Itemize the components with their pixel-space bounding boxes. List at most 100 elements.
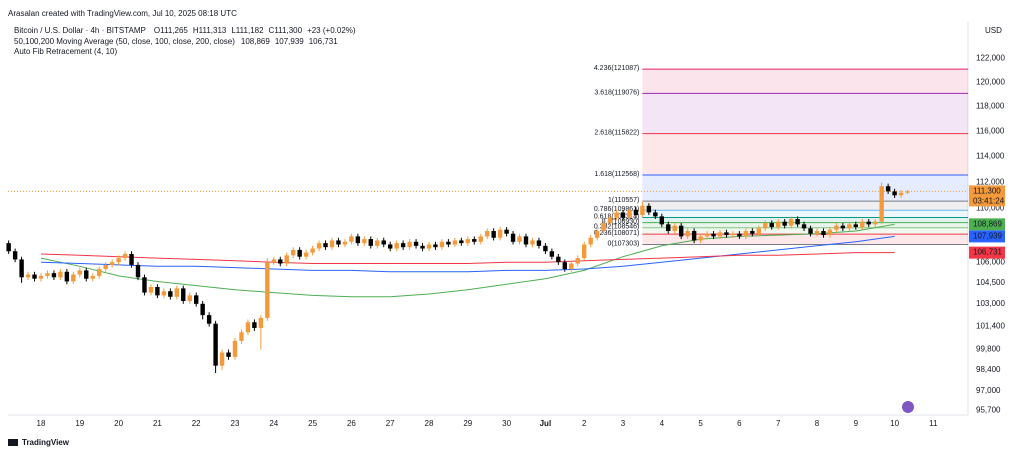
candle-body [582,244,587,259]
price-box-label: 108,869 [973,219,1002,228]
ma-value: 108,869 [241,37,270,46]
candle-body [801,224,807,229]
x-tick-label: 9 [854,419,859,428]
candle-body [776,221,781,228]
candle-body [459,240,464,244]
fib-band [642,217,968,223]
candle-body [504,229,509,234]
ohlc-value: O111,265 [154,26,189,35]
candle-body [310,248,315,253]
candle-body [420,245,425,249]
fib-label: 3.618(119076) [594,89,639,96]
candle-body [129,253,134,265]
candle-body [122,253,128,259]
candle-body [45,273,50,276]
y-tick-label: 122,000 [976,53,1005,62]
fib-band [642,93,968,134]
x-tick-label: 27 [386,419,395,428]
candle-body [187,295,192,301]
y-tick-label: 104,500 [976,278,1005,287]
candle-body [303,252,309,257]
currency: USD [985,26,1002,35]
candle-body [808,228,813,234]
ohlc-value: +23 (+0.02%) [307,26,356,35]
logo-text: TradingView [22,438,70,447]
candle-body [355,236,361,244]
candle-body [717,232,723,237]
candle-body [51,273,57,278]
candle-body [323,243,328,248]
candle-body [523,236,529,245]
fib-label: 0.382(108546) [594,224,640,231]
candle-body [32,274,37,279]
y-tick-label: 95,700 [976,406,1001,415]
candle-body [349,236,354,242]
candle-body [594,231,600,238]
x-tick-label: 30 [502,419,511,428]
candle-body [77,270,82,275]
y-tick-label: 99,800 [976,345,1001,354]
candle-body [181,288,186,301]
x-tick-label: 28 [425,419,434,428]
x-tick-label: Jul [540,419,552,428]
candle-body [6,243,11,252]
candle-body [672,225,677,232]
credit: Arasalan created with TradingView.com, J… [8,9,237,18]
candle-body [633,209,639,216]
y-tick-label: 112,000 [976,177,1005,186]
candle-body [161,291,167,296]
candle-body [213,323,218,366]
candle-body [497,229,503,238]
candle-body [543,245,548,252]
x-tick-label: 24 [269,419,278,428]
candle-body [892,191,897,196]
candle-body [336,240,341,245]
candle-body [905,191,910,193]
candle-body [278,259,283,264]
candle-body [329,240,335,248]
candle-body [258,317,264,328]
candle-body [704,233,710,237]
countdown: 03:41:24 [973,197,1005,206]
candle-body [90,275,95,279]
x-tick-label: 26 [347,419,356,428]
candle-body [239,332,244,341]
y-tick-label: 114,000 [976,152,1005,161]
candle-body [840,225,846,229]
y-tick-label: 97,000 [976,386,1001,395]
candle-body [640,205,645,216]
candle-body [174,288,179,297]
fib-band [642,174,968,202]
candle-body [452,240,458,245]
candle-body [627,209,632,218]
candle-body [614,212,619,218]
candle-body [64,271,70,282]
candle-body [368,239,373,246]
x-tick-label: 21 [153,419,162,428]
y-tick-label: 116,000 [976,127,1005,136]
candle-body [58,271,63,278]
fib-label: 2.618(115822) [594,129,639,136]
candle-body [847,224,852,229]
candle-body [730,233,736,236]
candle-body [698,236,703,241]
candle-body [588,237,593,245]
replay-icon[interactable] [902,401,914,413]
x-tick-label: 8 [815,419,820,428]
candle-body [607,217,613,224]
y-tick-label: 106,000 [976,257,1005,266]
candle-body [853,224,858,228]
fib-label: 1.618(112568) [594,171,639,178]
candle-body [549,251,555,257]
candle-body [750,231,755,234]
candle-body [763,223,768,229]
candle-body [685,231,690,237]
y-tick-label: 103,000 [976,299,1005,308]
candle-body [148,287,154,293]
x-tick-label: 22 [192,419,201,428]
candle-body [388,244,393,249]
candle-body [517,236,522,242]
fib-band [642,201,968,211]
candle-body [284,255,289,264]
